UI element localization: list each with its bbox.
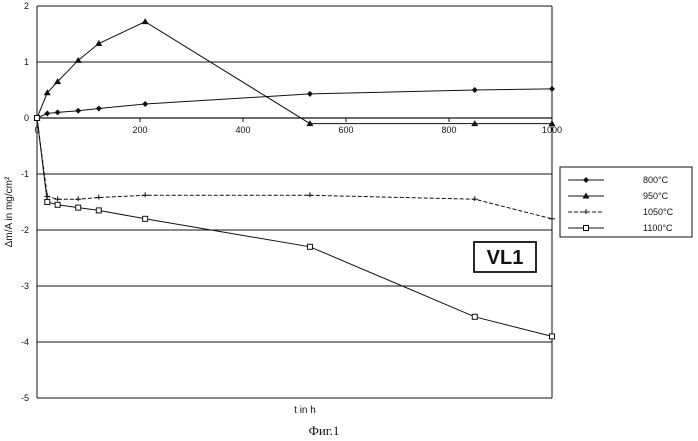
y-tick-label--1: -1: [21, 169, 29, 179]
point-s0-4: [96, 105, 102, 111]
point-s3-7: [472, 314, 477, 319]
point-s1-5: [142, 18, 149, 24]
point-s2-3: [75, 196, 81, 201]
point-s0-2: [55, 109, 61, 115]
series-1: [34, 18, 556, 126]
axes: [37, 6, 552, 398]
x-axis-title: t in h: [294, 405, 316, 416]
series-group: [34, 18, 556, 339]
legend-marker-3: [584, 226, 589, 231]
point-s3-5: [143, 216, 148, 221]
series-line-1: [37, 22, 552, 124]
legend-label-1: 950°C: [643, 191, 669, 201]
point-s0-6: [307, 91, 313, 97]
legend: 800°C 950°C 1050°C 1100°C: [560, 167, 692, 237]
series-line-2: [37, 118, 552, 219]
y-tick-label--3: -3: [21, 281, 29, 291]
point-s3-4: [96, 208, 101, 213]
y-tick-label-2: 2: [24, 1, 29, 11]
point-s3-1: [45, 200, 50, 205]
y-axis-title: Δm/A in mg/cm²: [4, 176, 15, 247]
point-s3-6: [307, 244, 312, 249]
point-s3-3: [76, 205, 81, 210]
point-s2-5: [142, 192, 148, 197]
x-tick-labels: 02004006008001000: [34, 118, 562, 135]
y-tick-label-1: 1: [24, 57, 29, 67]
point-s2-8: [549, 216, 555, 221]
point-s0-1: [44, 111, 50, 117]
y-tick-label--2: -2: [21, 225, 29, 235]
point-s2-6: [307, 192, 313, 197]
point-s2-2: [55, 196, 61, 201]
legend-label-0: 800°C: [643, 175, 669, 185]
x-tick-label-1000: 1000: [542, 125, 562, 135]
series-3: [35, 116, 555, 339]
series-2: [34, 115, 555, 221]
point-s3-8: [550, 334, 555, 339]
y-tick-label--4: -4: [21, 337, 29, 347]
series-line-3: [37, 118, 552, 336]
annotation-label: VL1: [487, 247, 524, 269]
x-tick-label-800: 800: [441, 125, 456, 135]
point-s2-7: [472, 196, 478, 201]
point-s3-2: [55, 202, 60, 207]
point-s0-5: [142, 101, 148, 107]
point-s2-1: [44, 193, 50, 198]
x-tick-label-600: 600: [338, 125, 353, 135]
point-s1-4: [95, 40, 102, 46]
series-0: [34, 86, 555, 121]
point-s2-4: [96, 195, 102, 200]
grid-lines: [37, 6, 552, 398]
y-tick-labels: 2 1 0 -1 -2 -3 -4 -5: [21, 1, 29, 403]
point-s0-3: [75, 108, 81, 114]
legend-label-2: 1050°C: [643, 207, 674, 217]
y-tick-label--5: -5: [21, 393, 29, 403]
x-tick-label-200: 200: [132, 125, 147, 135]
legend-label-3: 1100°C: [643, 223, 673, 233]
x-tick-label-400: 400: [235, 125, 250, 135]
point-s0-8: [549, 86, 555, 92]
y-tick-label-0: 0: [24, 113, 29, 123]
annotation-box: VL1: [474, 242, 536, 272]
point-s3-0: [35, 116, 40, 121]
point-s0-7: [472, 87, 478, 93]
figure-caption: Фиг.1: [309, 423, 340, 438]
